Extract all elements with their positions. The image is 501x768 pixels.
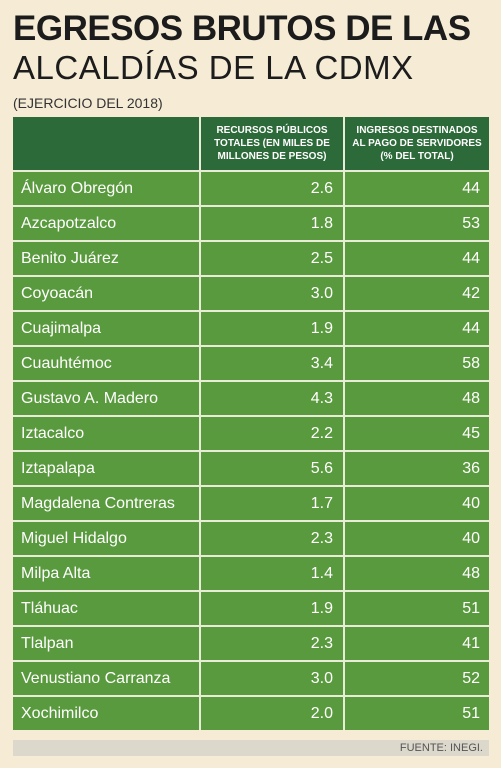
data-table: RECURSOS PÚBLICOS TOTALES (EN MILES DE M… (13, 117, 489, 730)
porcentaje-cell: 44 (343, 242, 489, 275)
table-row: Gustavo A. Madero 4.3 48 (13, 382, 489, 415)
table-row: Milpa Alta 1.4 48 (13, 557, 489, 590)
table-row: Magdalena Contreras 1.7 40 (13, 487, 489, 520)
recursos-cell: 2.0 (199, 697, 343, 730)
table-row: Azcapotzalco 1.8 53 (13, 207, 489, 240)
alcaldia-name-cell: Iztacalco (13, 417, 199, 450)
porcentaje-cell: 51 (343, 592, 489, 625)
porcentaje-cell: 44 (343, 172, 489, 205)
table-header-row: RECURSOS PÚBLICOS TOTALES (EN MILES DE M… (13, 117, 489, 170)
footer-bar: FUENTE: INEGI. (13, 740, 489, 756)
porcentaje-cell: 45 (343, 417, 489, 450)
alcaldia-name-cell: Venustiano Carranza (13, 662, 199, 695)
alcaldia-name-cell: Tláhuac (13, 592, 199, 625)
table-header-cell (13, 117, 199, 170)
porcentaje-cell: 40 (343, 522, 489, 555)
recursos-cell: 1.4 (199, 557, 343, 590)
alcaldia-name-cell: Miguel Hidalgo (13, 522, 199, 555)
porcentaje-cell: 52 (343, 662, 489, 695)
source-note: FUENTE: INEGI. (399, 742, 483, 754)
table-header-cell: INGRESOS DESTINADOS AL PAGO DE SERVIDORE… (343, 117, 489, 170)
table-row: Venustiano Carranza 3.0 52 (13, 662, 489, 695)
page-subtitle: (EJERCICIO DEL 2018) (13, 95, 163, 111)
recursos-cell: 4.3 (199, 382, 343, 415)
porcentaje-cell: 41 (343, 627, 489, 660)
table-row: Iztacalco 2.2 45 (13, 417, 489, 450)
alcaldia-name-cell: Cuauhtémoc (13, 347, 199, 380)
table-row: Xochimilco 2.0 51 (13, 697, 489, 730)
table-row: Coyoacán 3.0 42 (13, 277, 489, 310)
table-row: Iztapalapa 5.6 36 (13, 452, 489, 485)
alcaldia-name-cell: Cuajimalpa (13, 312, 199, 345)
table-row: Álvaro Obregón 2.6 44 (13, 172, 489, 205)
recursos-cell: 1.9 (199, 592, 343, 625)
alcaldia-name-cell: Tlalpan (13, 627, 199, 660)
table-row: Tláhuac 1.9 51 (13, 592, 489, 625)
recursos-cell: 2.5 (199, 242, 343, 275)
porcentaje-cell: 48 (343, 557, 489, 590)
alcaldia-name-cell: Iztapalapa (13, 452, 199, 485)
alcaldia-name-cell: Milpa Alta (13, 557, 199, 590)
recursos-cell: 3.0 (199, 662, 343, 695)
recursos-cell: 1.7 (199, 487, 343, 520)
table-row: Miguel Hidalgo 2.3 40 (13, 522, 489, 555)
table-header-cell: RECURSOS PÚBLICOS TOTALES (EN MILES DE M… (199, 117, 343, 170)
recursos-cell: 2.6 (199, 172, 343, 205)
table-row: Cuauhtémoc 3.4 58 (13, 347, 489, 380)
porcentaje-cell: 58 (343, 347, 489, 380)
alcaldia-name-cell: Benito Juárez (13, 242, 199, 275)
porcentaje-cell: 36 (343, 452, 489, 485)
table-row: Cuajimalpa 1.9 44 (13, 312, 489, 345)
page-title-secondary: ALCALDÍAS DE LA CDMX (13, 49, 414, 86)
alcaldia-name-cell: Azcapotzalco (13, 207, 199, 240)
porcentaje-cell: 53 (343, 207, 489, 240)
table-row: Tlalpan 2.3 41 (13, 627, 489, 660)
recursos-cell: 2.3 (199, 522, 343, 555)
recursos-cell: 5.6 (199, 452, 343, 485)
alcaldia-name-cell: Álvaro Obregón (13, 172, 199, 205)
table-body: Álvaro Obregón 2.6 44 Azcapotzalco 1.8 53 Beni… (13, 172, 489, 730)
porcentaje-cell: 40 (343, 487, 489, 520)
porcentaje-cell: 44 (343, 312, 489, 345)
alcaldia-name-cell: Xochimilco (13, 697, 199, 730)
page-title: EGRESOS BRUTOS DE LAS (13, 9, 471, 48)
recursos-cell: 1.8 (199, 207, 343, 240)
recursos-cell: 3.0 (199, 277, 343, 310)
alcaldia-name-cell: Coyoacán (13, 277, 199, 310)
porcentaje-cell: 42 (343, 277, 489, 310)
table-row: Benito Juárez 2.5 44 (13, 242, 489, 275)
recursos-cell: 2.3 (199, 627, 343, 660)
recursos-cell: 1.9 (199, 312, 343, 345)
alcaldia-name-cell: Gustavo A. Madero (13, 382, 199, 415)
alcaldia-name-cell: Magdalena Contreras (13, 487, 199, 520)
porcentaje-cell: 48 (343, 382, 489, 415)
recursos-cell: 3.4 (199, 347, 343, 380)
recursos-cell: 2.2 (199, 417, 343, 450)
porcentaje-cell: 51 (343, 697, 489, 730)
